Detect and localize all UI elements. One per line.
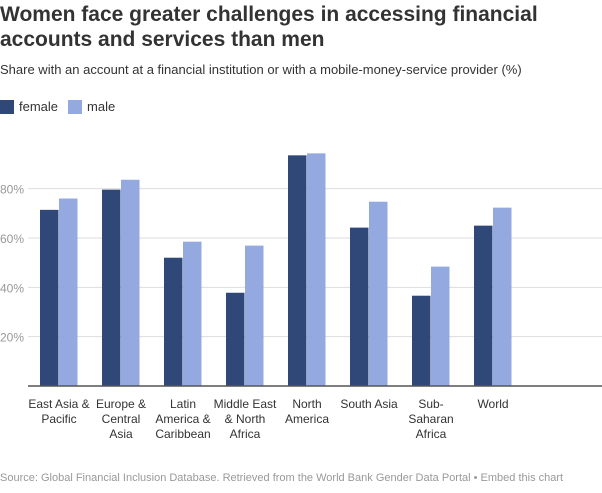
bar-male[interactable]: [431, 266, 450, 386]
x-tick-label: Caribbean: [155, 427, 210, 441]
x-tick-label: Europe &: [96, 397, 146, 411]
bar-female[interactable]: [226, 292, 245, 386]
bar-male[interactable]: [121, 179, 140, 386]
bar-female[interactable]: [350, 227, 369, 386]
chart-title: Women face greater challenges in accessi…: [0, 3, 538, 51]
x-tick-label: Pacific: [41, 412, 76, 426]
bar-male[interactable]: [493, 207, 512, 386]
x-tick-label: World: [477, 397, 508, 411]
x-tick-label: America: [285, 412, 329, 426]
x-tick-label: North: [292, 397, 321, 411]
bar-female[interactable]: [474, 225, 493, 386]
x-tick-label: & North: [225, 412, 266, 426]
y-tick-label: 80%: [0, 183, 24, 197]
legend-item-male[interactable]: male: [68, 99, 115, 114]
legend-item-female[interactable]: female: [0, 99, 58, 114]
bar-male[interactable]: [307, 153, 326, 386]
x-tick-label: Middle East: [214, 397, 277, 411]
x-tick-label: Africa: [416, 427, 447, 441]
bar-female[interactable]: [412, 295, 431, 386]
legend-swatch-female: [0, 99, 14, 114]
y-tick-label: 60%: [0, 232, 24, 246]
bar-male[interactable]: [369, 201, 388, 386]
x-tick-label: America &: [155, 412, 210, 426]
bar-male[interactable]: [59, 198, 78, 386]
x-tick-label: South Asia: [340, 397, 398, 411]
bar-female[interactable]: [164, 257, 183, 386]
x-tick-label: Central: [102, 412, 141, 426]
x-tick-label: Asia: [109, 427, 133, 441]
bar-female[interactable]: [102, 189, 121, 386]
bar-male[interactable]: [245, 245, 264, 386]
x-tick-label: Africa: [230, 427, 261, 441]
x-tick-label: Sub-: [418, 397, 443, 411]
source-note: Source: Global Financial Inclusion Datab…: [0, 472, 564, 484]
x-tick-label: Latin: [170, 397, 196, 411]
bar-female[interactable]: [288, 155, 307, 386]
bar-female[interactable]: [40, 209, 59, 386]
bar-male[interactable]: [183, 241, 202, 386]
legend-swatch-male: [68, 99, 83, 114]
legend-label: female: [19, 99, 59, 114]
x-tick-label: East Asia &: [28, 397, 89, 411]
legend: female male: [0, 99, 115, 114]
bar-chart: 20% 40% 60% 80% East Asia &Pacific Europe &Ce…: [0, 153, 602, 441]
chart-subtitle: Share with an account at a financial ins…: [0, 62, 522, 77]
legend-label: male: [87, 99, 116, 114]
y-tick-label: 40%: [0, 281, 24, 295]
y-tick-label: 20%: [0, 331, 24, 345]
x-tick-label: Saharan: [408, 412, 453, 426]
